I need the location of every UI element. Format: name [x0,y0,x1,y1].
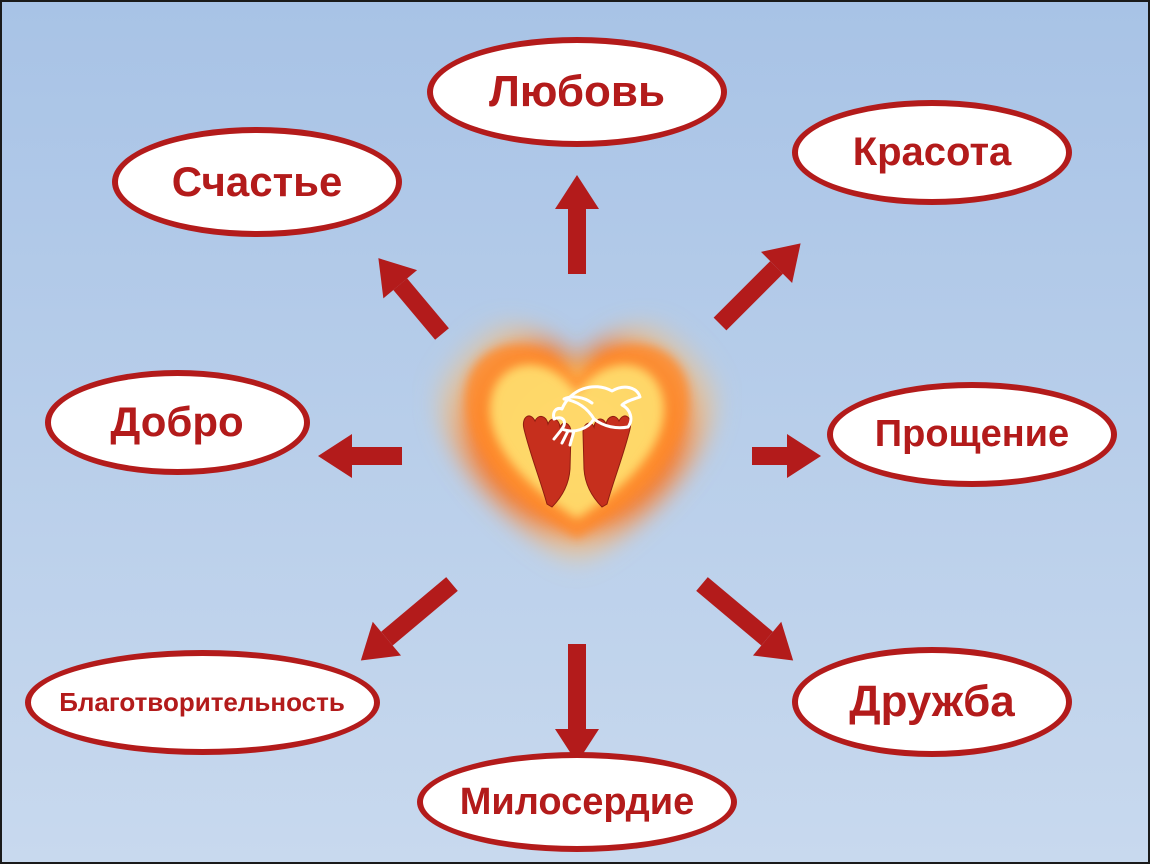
node-label: Благотворительность [59,687,345,718]
node-good: Добро [45,370,310,475]
arrow-to-love [555,179,599,274]
arrow-to-charity [350,567,466,675]
center-heart-icon [412,269,742,599]
node-label: Прощение [875,413,1069,456]
node-beauty: Красота [792,100,1072,205]
node-label: Милосердие [460,781,695,824]
arrow-to-mercy [555,644,599,759]
node-friendship: Дружба [792,647,1072,757]
node-label: Дружба [849,677,1015,727]
node-love: Любовь [427,37,727,147]
arrow-to-good [322,434,402,478]
node-forgiveness: Прощение [827,382,1117,487]
node-label: Красота [853,130,1012,175]
node-label: Счастье [172,158,343,206]
node-charity: Благотворительность [25,650,380,755]
node-label: Любовь [489,67,665,117]
node-happiness: Счастье [112,127,402,237]
arrow-to-forgiveness [752,434,817,478]
node-label: Добро [110,398,243,446]
diagram-canvas: Любовь Красота Прощение Дружба Милосердие Бла… [0,0,1150,864]
arrow-to-friendship [688,567,804,675]
node-mercy: Милосердие [417,752,737,852]
